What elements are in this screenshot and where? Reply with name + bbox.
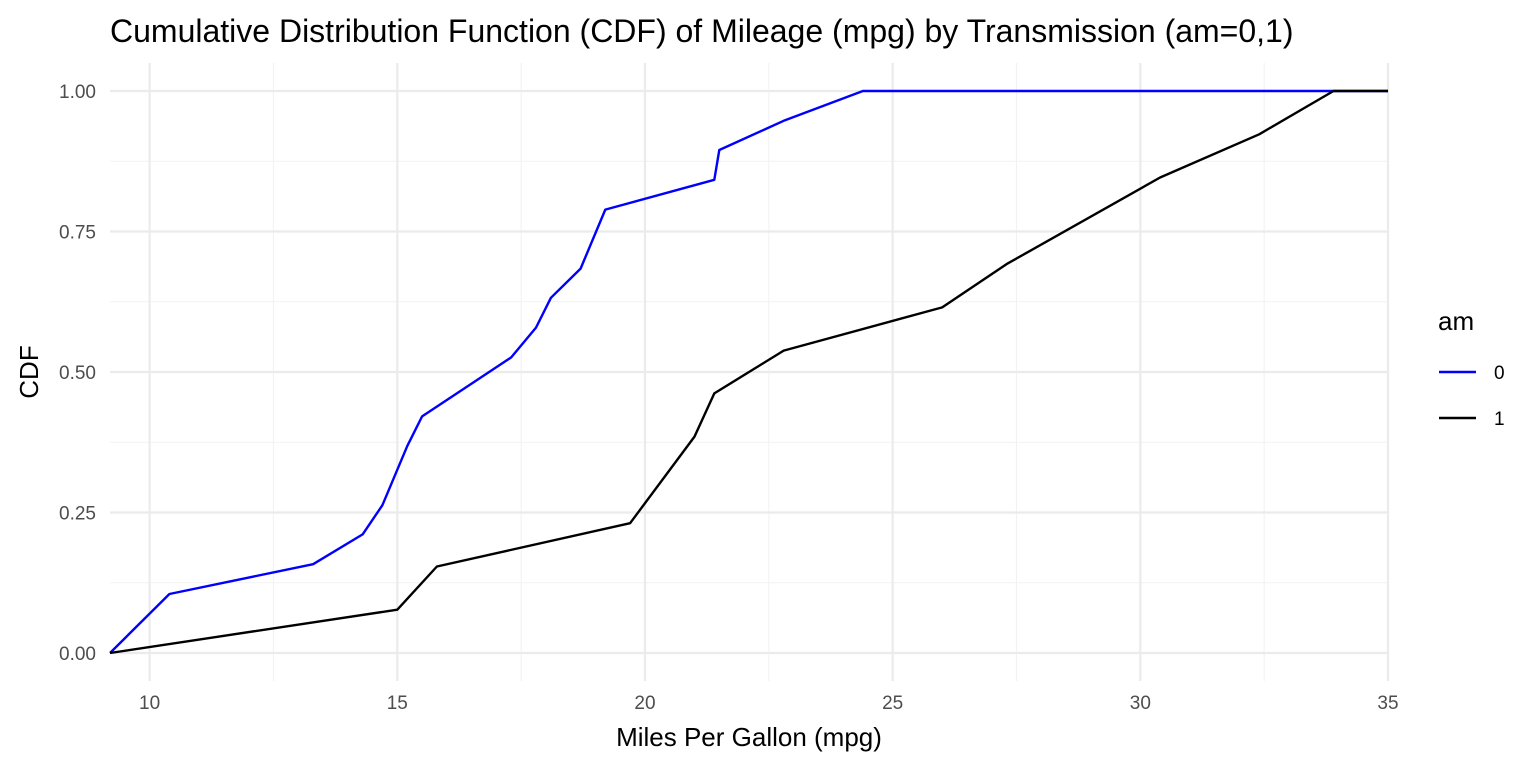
series-line-am-0 [109,89,1388,654]
y-tick-label: 0.75 [59,223,96,244]
x-tick-label: 35 [1377,693,1398,714]
y-tick-label: 0.00 [59,644,96,665]
x-axis-ticks: 10 15 20 25 30 35 [139,693,1399,714]
x-tick-label: 25 [882,693,903,714]
x-axis-title: Miles Per Gallon (mpg) [616,722,882,752]
legend-title: am [1438,306,1474,336]
series-group [109,89,1388,655]
y-tick-label: 0.50 [59,363,96,384]
x-tick-label: 30 [1130,693,1151,714]
y-axis-title: CDF [14,345,44,398]
x-tick-label: 15 [387,693,408,714]
legend-label-am-1: 1 [1494,409,1505,430]
y-axis-ticks: 0.00 0.25 0.50 0.75 1.00 [59,82,96,665]
chart-title: Cumulative Distribution Function (CDF) o… [110,13,1294,49]
x-tick-label: 20 [634,693,655,714]
y-tick-label: 0.25 [59,504,96,525]
series-line-am-1 [109,89,1388,655]
x-tick-label: 10 [139,693,160,714]
legend-label-am-0: 0 [1494,363,1505,384]
y-tick-label: 1.00 [59,82,96,103]
legend: am 0 1 [1438,306,1505,430]
